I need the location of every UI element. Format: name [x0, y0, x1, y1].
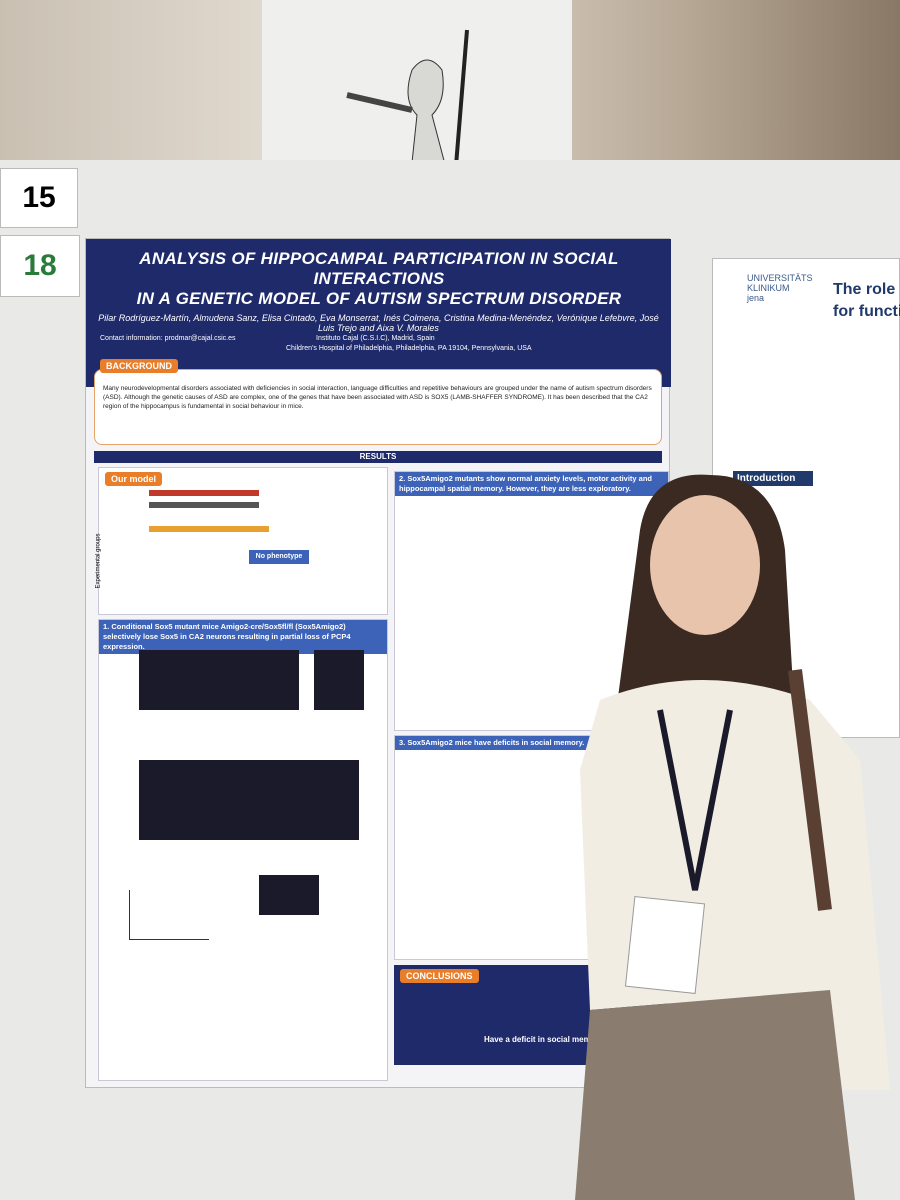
poster-title: ANALYSIS OF HIPPOCAMPAL PARTICIPATION IN… — [94, 249, 664, 309]
authors: Pilar Rodríguez-Martín, Almudena Sanz, E… — [98, 313, 659, 333]
label: No phenotype — [249, 550, 309, 564]
poster-header: ANALYSIS OF HIPPOCAMPAL PARTICIPATION IN… — [86, 239, 671, 387]
person — [575, 474, 890, 1200]
board-number: 15 — [0, 168, 78, 228]
institution-line: jena — [747, 293, 765, 303]
title-line: for functi — [833, 303, 900, 320]
model-panel: Our model No phenotype Experimental grou… — [95, 467, 388, 615]
bar-plot — [129, 890, 209, 940]
title-line: ANALYSIS OF HIPPOCAMPAL PARTICIPATION IN… — [139, 249, 619, 288]
background-box: Many neurodevelopmental disorders associ… — [94, 369, 662, 445]
section-heading: Introduction — [733, 471, 813, 486]
contact: Contact information: prodmar@cajal.csic.… — [100, 335, 236, 342]
label: Experimental groups — [95, 533, 102, 589]
figure — [149, 502, 259, 508]
micrograph — [259, 875, 319, 915]
panel-heading: 1. Conditional Sox5 mutant mice Amigo2-c… — [99, 620, 387, 654]
conclusion: Have a deficit in social memory — [484, 1035, 604, 1044]
poster: ANALYSIS OF HIPPOCAMPAL PARTICIPATION IN… — [85, 238, 671, 1088]
affiliation: Children's Hospital of Philadelphia, Phi… — [286, 345, 532, 352]
side-title: The role o for functi — [833, 279, 900, 323]
panel: 1. Conditional Sox5 mutant mice Amigo2-c… — [98, 619, 388, 1081]
micrograph — [314, 650, 364, 710]
section-heading: CONCLUSIONS — [400, 969, 479, 983]
affiliation: Instituto Cajal (C.S.I.C), Madrid, Spain — [316, 335, 435, 342]
board-number: 18 — [0, 235, 80, 297]
section-heading: BACKGROUND — [100, 359, 178, 373]
panel-heading: 2. Sox5Amigo2 mutants show normal anxiet… — [395, 472, 668, 496]
section-heading: Our model — [105, 472, 163, 486]
title-line: IN A GENETIC MODEL OF AUTISM SPECTRUM DI… — [136, 289, 622, 308]
micrograph — [139, 650, 299, 710]
institution-line: UNIVERSITÄTS — [747, 273, 813, 283]
section-heading: RESULTS — [94, 451, 662, 463]
figure — [149, 526, 269, 532]
micrograph — [139, 760, 359, 840]
figure — [149, 490, 259, 496]
title-line: The role o — [833, 281, 900, 298]
institution-line: KLINIKUM — [747, 283, 790, 293]
institution: UNIVERSITÄTS KLINIKUM jena — [747, 273, 813, 303]
